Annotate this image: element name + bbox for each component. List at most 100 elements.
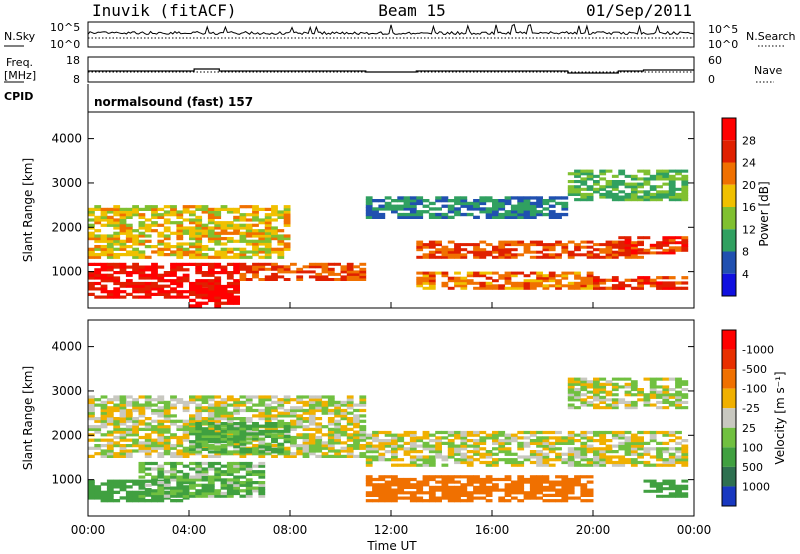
freq-trace: [88, 68, 694, 74]
heatmap-cell: [233, 437, 240, 441]
heatmap-cell: [327, 430, 335, 434]
heatmap-cell: [100, 223, 108, 227]
heatmap-cell: [605, 444, 613, 448]
heatmap-cell: [258, 229, 266, 233]
heatmap-cell: [170, 499, 177, 503]
heatmap-cell: [542, 477, 550, 482]
heatmap-cell: [214, 424, 222, 428]
heatmap-cell: [189, 427, 196, 431]
heatmap-cell: [132, 482, 139, 486]
heatmap-cell: [611, 243, 619, 247]
heatmap-cell: [182, 438, 190, 442]
heatmap-cell: [220, 417, 228, 421]
heatmap-cell: [422, 460, 430, 465]
freq-left-label-1: Freq.: [6, 56, 33, 69]
heatmap-cell: [138, 281, 146, 286]
heatmap-cell: [618, 246, 626, 250]
heatmap-cell: [668, 174, 676, 178]
heatmap-cell: [94, 287, 102, 291]
heatmap-cell: [264, 267, 272, 271]
heatmap-cell: [245, 430, 253, 434]
heatmap-cell: [182, 408, 190, 413]
heatmap-cell: [214, 434, 222, 438]
colorbar-swatch: [722, 162, 736, 185]
heatmap-cell: [441, 250, 449, 254]
heatmap-cell: [106, 295, 114, 299]
heatmap-cell: [656, 487, 663, 491]
heatmap-cell: [555, 499, 562, 503]
heatmap-cell: [599, 400, 607, 404]
heatmap-cell: [226, 424, 234, 428]
heatmap-cell: [517, 204, 525, 208]
heatmap-cell: [447, 441, 455, 445]
heatmap-cell: [586, 475, 594, 479]
heatmap-cell: [132, 207, 139, 211]
heatmap-cell: [548, 447, 556, 451]
heatmap-cell: [245, 417, 253, 421]
heatmap-cell: [207, 422, 215, 426]
heatmap-cell: [517, 483, 525, 487]
heatmap-cell: [523, 477, 531, 482]
heatmap-cell: [454, 210, 461, 214]
heatmap-cell: [189, 425, 196, 429]
heatmap-cell: [611, 463, 619, 467]
colorbar-swatch: [722, 427, 736, 448]
heatmap-cell: [517, 207, 525, 211]
heatmap-cell: [283, 213, 291, 217]
y-tick-label: 1000: [51, 265, 82, 279]
heatmap-cell: [138, 449, 146, 453]
heatmap-cell: [428, 207, 436, 211]
heatmap-cell: [624, 393, 632, 397]
heatmap-cell: [138, 414, 146, 418]
heatmap-cell: [302, 425, 310, 429]
heatmap-cell: [409, 499, 417, 503]
heatmap-cell: [258, 494, 266, 498]
heatmap-cell: [163, 417, 171, 421]
heatmap-cell: [536, 488, 543, 492]
heatmap-cell: [630, 241, 638, 245]
heatmap-cell: [441, 204, 449, 208]
heatmap-cell: [416, 199, 424, 203]
heatmap-cell: [504, 215, 512, 219]
heatmap-cell: [252, 231, 259, 235]
heatmap-cell: [226, 481, 234, 485]
heatmap-cell: [397, 439, 405, 443]
heatmap-cell: [391, 499, 398, 503]
heatmap-cell: [599, 458, 607, 462]
heatmap-cell: [649, 284, 657, 288]
heatmap-cell: [523, 286, 531, 290]
heatmap-cell: [258, 437, 266, 441]
x-axis-label: Time UT: [366, 539, 417, 553]
heatmap-cell: [258, 417, 266, 421]
heatmap-cell: [157, 481, 165, 485]
heatmap-cell: [189, 287, 196, 291]
heatmap-cell: [460, 455, 468, 459]
heatmap-cell: [548, 485, 556, 489]
heatmap-cell: [125, 454, 133, 458]
heatmap-cell: [643, 248, 651, 252]
heatmap-cell: [675, 455, 682, 459]
heatmap-cell: [523, 444, 531, 448]
heatmap-cell: [264, 419, 272, 423]
heatmap-cell: [132, 255, 139, 259]
heatmap-cell: [271, 429, 278, 433]
x-tick-label: 16:00: [475, 523, 510, 537]
heatmap-cell: [252, 489, 259, 493]
heatmap-cell: [106, 438, 114, 442]
heatmap-cell: [473, 245, 480, 249]
heatmap-cell: [460, 452, 468, 456]
heatmap-cell: [504, 488, 512, 492]
heatmap-cell: [409, 463, 417, 467]
heatmap-cell: [258, 424, 266, 428]
heatmap-cell: [656, 177, 663, 181]
noise-left-tick-top: 10^5: [50, 21, 80, 34]
heatmap-cell: [189, 432, 196, 436]
heatmap-cell: [296, 408, 304, 413]
heatmap-cell: [170, 461, 177, 466]
heatmap-cell: [258, 207, 266, 211]
heatmap-cell: [536, 463, 543, 467]
heatmap-cell: [201, 437, 209, 441]
heatmap-cell: [88, 446, 95, 450]
heatmap-cell: [327, 262, 335, 266]
heatmap-cell: [182, 205, 190, 209]
